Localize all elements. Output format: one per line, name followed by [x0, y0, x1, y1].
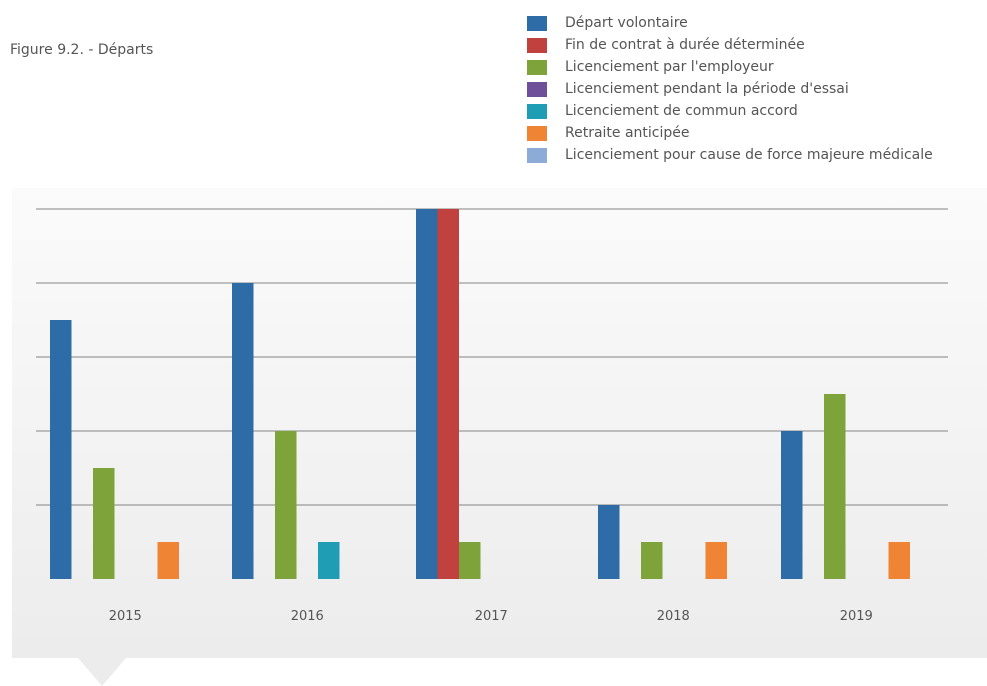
legend-label: Licenciement pendant la période d'essai — [565, 81, 849, 97]
bar — [318, 542, 340, 579]
bar — [157, 542, 179, 579]
x-tick-label: 2018 — [657, 609, 690, 624]
bar — [93, 468, 115, 579]
legend-label: Retraite anticipée — [565, 125, 690, 141]
bar — [459, 542, 481, 579]
legend-item: Départ volontaire — [527, 12, 933, 34]
bar — [437, 209, 459, 579]
legend-swatch — [527, 59, 547, 75]
legend-item: Fin de contrat à durée déterminée — [527, 34, 933, 56]
chart-legend: Départ volontaire Fin de contrat à durée … — [527, 12, 933, 166]
legend-label: Licenciement de commun accord — [565, 103, 798, 119]
x-tick-label: 2016 — [291, 609, 324, 624]
legend-swatch — [527, 37, 547, 53]
bar — [705, 542, 727, 579]
x-tick-label: 2019 — [840, 609, 873, 624]
legend-swatch — [527, 125, 547, 141]
legend-swatch — [527, 15, 547, 31]
legend-swatch — [527, 103, 547, 119]
legend-label: Fin de contrat à durée déterminée — [565, 37, 805, 53]
panel-pointer — [78, 658, 126, 686]
bar — [416, 209, 438, 579]
bar — [232, 283, 254, 579]
legend-label: Départ volontaire — [565, 15, 688, 31]
legend-label: Licenciement par l'employeur — [565, 59, 774, 75]
legend-swatch — [527, 147, 547, 163]
legend-item: Licenciement de commun accord — [527, 100, 933, 122]
bar — [50, 320, 72, 579]
x-tick-label: 2017 — [475, 609, 508, 624]
x-tick-label: 2015 — [109, 609, 142, 624]
bar — [275, 431, 297, 579]
bar — [824, 394, 846, 579]
legend-item: Licenciement pendant la période d'essai — [527, 78, 933, 100]
legend-label: Licenciement pour cause de force majeure… — [565, 147, 933, 163]
legend-item: Licenciement par l'employeur — [527, 56, 933, 78]
bar — [598, 505, 620, 579]
chart-title: Figure 9.2. - Départs — [10, 42, 154, 58]
legend-item: Licenciement pour cause de force majeure… — [527, 144, 933, 166]
legend-swatch — [527, 81, 547, 97]
bar — [641, 542, 663, 579]
bar — [781, 431, 803, 579]
bar — [888, 542, 910, 579]
legend-item: Retraite anticipée — [527, 122, 933, 144]
